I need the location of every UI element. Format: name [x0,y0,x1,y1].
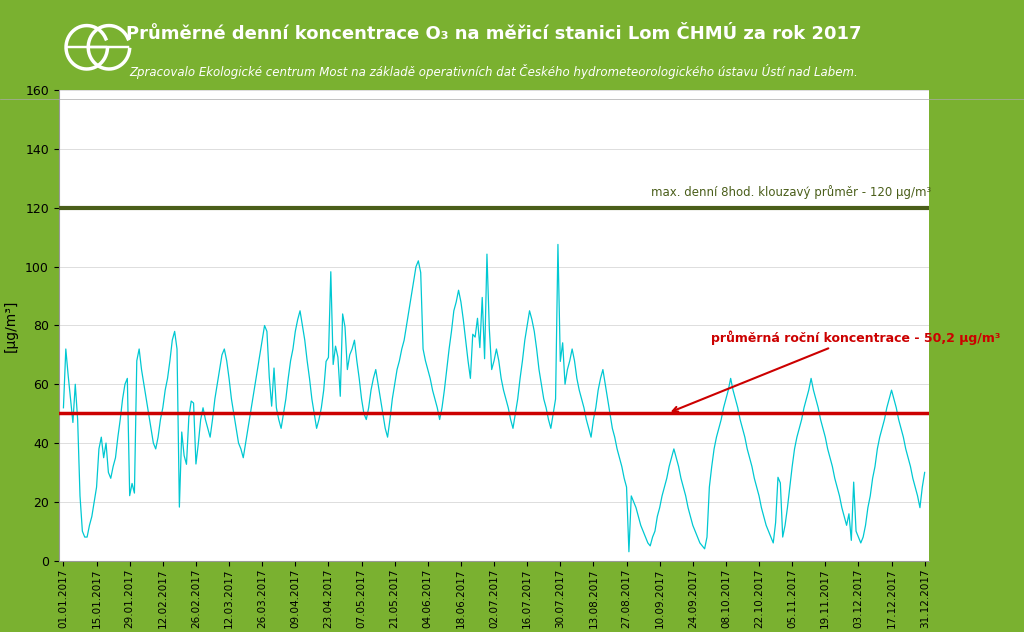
Y-axis label: [μg/m³]: [μg/m³] [4,300,18,351]
Text: Průměrné denní koncentrace O₃ na měřicí stanici Lom ČHMÚ za rok 2017: Průměrné denní koncentrace O₃ na měřicí … [126,25,862,44]
Text: Zpracovalo Ekologické centrum Most na základě operativních dat Českého hydromete: Zpracovalo Ekologické centrum Most na zá… [130,64,858,79]
Text: max. denní 8hod. klouzavý průměr - 120 μg/m³: max. denní 8hod. klouzavý průměr - 120 μ… [650,185,931,199]
Text: průměrná roční koncentrace - 50,2 μg/m³: průměrná roční koncentrace - 50,2 μg/m³ [673,330,1000,411]
